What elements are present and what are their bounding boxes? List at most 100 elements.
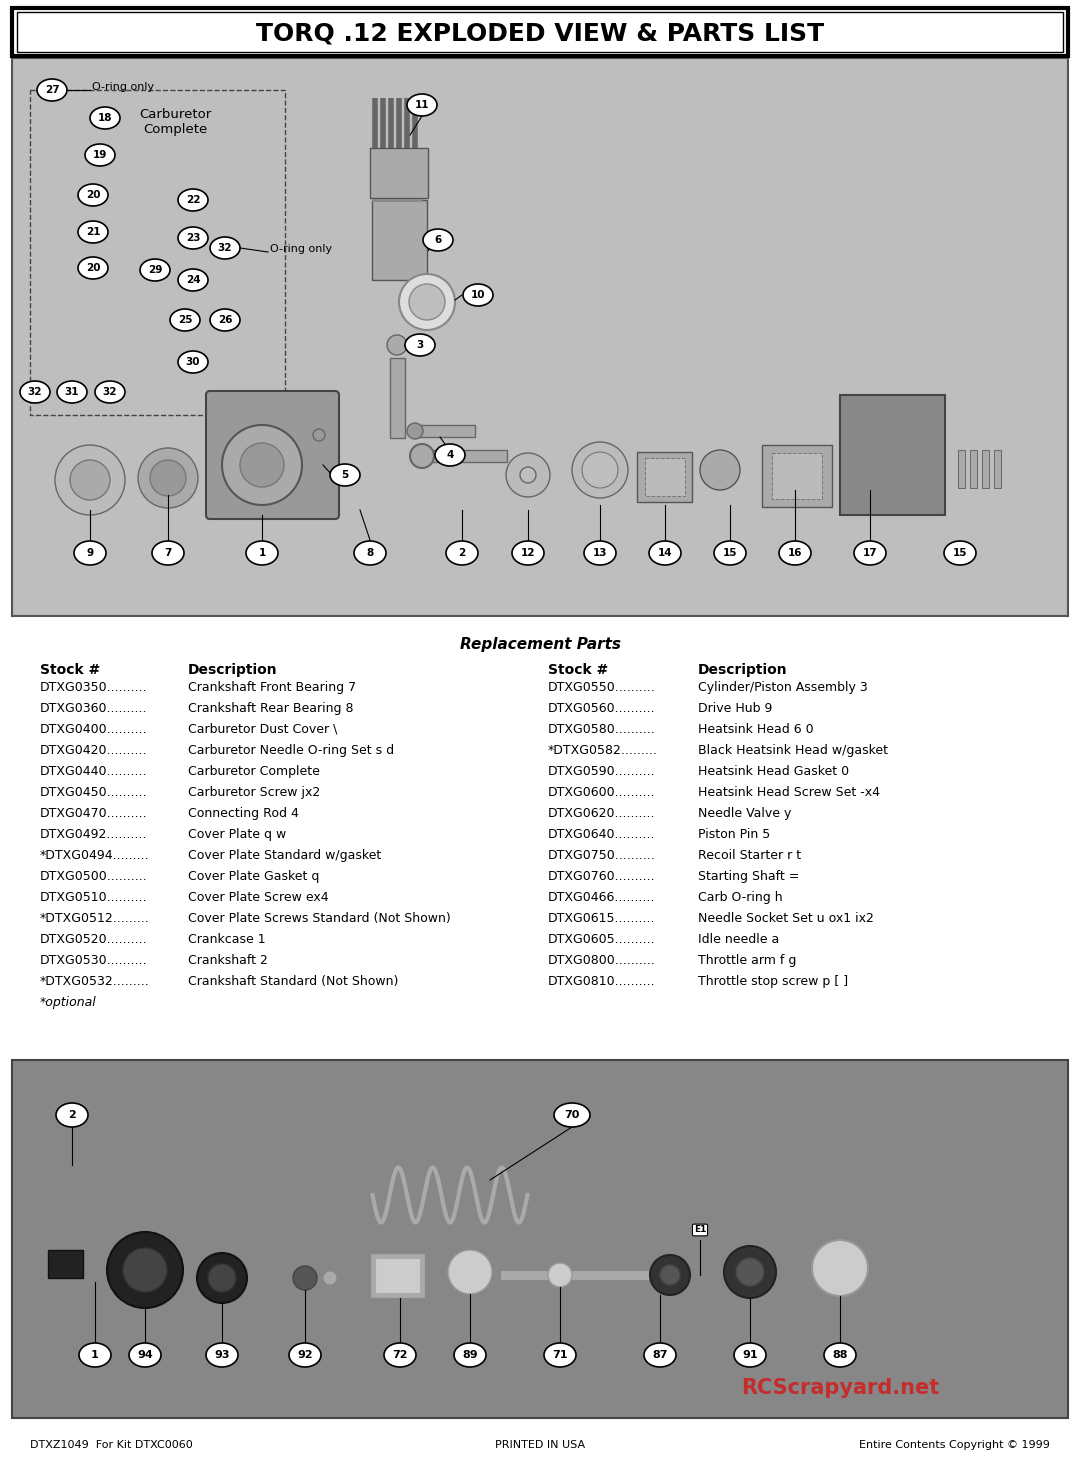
- Text: PRINTED IN USA: PRINTED IN USA: [495, 1441, 585, 1449]
- Ellipse shape: [75, 541, 106, 565]
- Text: 32: 32: [103, 387, 118, 397]
- Text: DTXG0360..........: DTXG0360..........: [40, 701, 148, 714]
- Text: DTXG0520..........: DTXG0520..........: [40, 934, 148, 947]
- Text: 20: 20: [85, 190, 100, 200]
- Text: Connecting Rod 4: Connecting Rod 4: [188, 806, 299, 820]
- Text: 31: 31: [65, 387, 79, 397]
- Text: Carburetor
Complete: Carburetor Complete: [139, 108, 211, 136]
- Text: 32: 32: [28, 387, 42, 397]
- Ellipse shape: [330, 465, 360, 487]
- Text: 17: 17: [863, 548, 877, 558]
- Ellipse shape: [178, 188, 208, 210]
- Text: O-ring only: O-ring only: [92, 82, 154, 92]
- Ellipse shape: [454, 1343, 486, 1367]
- Ellipse shape: [384, 1343, 416, 1367]
- Bar: [762, 446, 832, 507]
- Bar: [370, 148, 428, 199]
- Text: 12: 12: [521, 548, 536, 558]
- Text: Throttle arm f g: Throttle arm f g: [698, 954, 796, 967]
- Text: Stock #: Stock #: [40, 663, 100, 676]
- Bar: [422, 450, 507, 462]
- Circle shape: [222, 425, 302, 506]
- Ellipse shape: [210, 308, 240, 332]
- Text: 2: 2: [68, 1110, 76, 1121]
- Ellipse shape: [463, 283, 492, 305]
- Text: Piston Pin 5: Piston Pin 5: [698, 828, 770, 842]
- Circle shape: [410, 444, 434, 468]
- Ellipse shape: [554, 1103, 590, 1126]
- Ellipse shape: [824, 1343, 856, 1367]
- Circle shape: [812, 1240, 868, 1296]
- Circle shape: [323, 1271, 337, 1286]
- Text: DTXG0620..........: DTXG0620..........: [548, 806, 656, 820]
- Bar: [970, 450, 977, 488]
- Text: DTXG0750..........: DTXG0750..........: [548, 849, 656, 862]
- Circle shape: [700, 450, 740, 489]
- Circle shape: [572, 443, 627, 498]
- Bar: [500, 1270, 680, 1280]
- Text: Description: Description: [698, 663, 787, 676]
- Ellipse shape: [178, 226, 208, 248]
- Text: DTXG0810..........: DTXG0810..........: [548, 974, 656, 988]
- Ellipse shape: [178, 351, 208, 373]
- Text: DTXG0600..........: DTXG0600..........: [548, 786, 656, 799]
- Text: Needle Socket Set u ox1 ix2: Needle Socket Set u ox1 ix2: [698, 912, 874, 925]
- Text: O-ring only: O-ring only: [270, 244, 333, 254]
- Circle shape: [548, 1262, 572, 1287]
- Text: Cover Plate q w: Cover Plate q w: [188, 828, 286, 842]
- Bar: [994, 450, 1001, 488]
- Text: DTXG0350..........: DTXG0350..........: [40, 681, 148, 694]
- Text: *optional: *optional: [40, 996, 97, 1010]
- Text: DTXG0440..........: DTXG0440..........: [40, 766, 148, 779]
- Text: Description: Description: [188, 663, 278, 676]
- Text: DTXG0800..........: DTXG0800..........: [548, 954, 656, 967]
- Bar: [12, 7, 1068, 56]
- Circle shape: [582, 451, 618, 488]
- Ellipse shape: [57, 381, 87, 403]
- Ellipse shape: [405, 335, 435, 356]
- Text: 94: 94: [137, 1350, 153, 1360]
- Text: 15: 15: [953, 548, 968, 558]
- Text: Crankshaft 2: Crankshaft 2: [188, 954, 268, 967]
- Text: Carburetor Complete: Carburetor Complete: [188, 766, 320, 779]
- Text: DTXG0510..........: DTXG0510..........: [40, 891, 148, 904]
- Bar: [958, 450, 966, 488]
- Text: TORQ .12 EXPLODED VIEW & PARTS LIST: TORQ .12 EXPLODED VIEW & PARTS LIST: [256, 20, 824, 45]
- Circle shape: [107, 1232, 183, 1308]
- Text: 4: 4: [446, 450, 454, 460]
- Ellipse shape: [944, 541, 976, 565]
- Text: Replacement Parts: Replacement Parts: [459, 637, 621, 652]
- Text: 13: 13: [593, 548, 607, 558]
- Circle shape: [407, 424, 423, 438]
- Text: DTXG0560..........: DTXG0560..........: [548, 701, 656, 714]
- Bar: [370, 1254, 426, 1297]
- Text: DTXG0550..........: DTXG0550..........: [548, 681, 656, 694]
- Text: *DTXG0512.........: *DTXG0512.........: [40, 912, 150, 925]
- Ellipse shape: [140, 259, 170, 281]
- Ellipse shape: [56, 1103, 87, 1126]
- Ellipse shape: [246, 541, 278, 565]
- Circle shape: [55, 446, 125, 514]
- Text: DTXG0450..........: DTXG0450..........: [40, 786, 148, 799]
- Bar: [17, 12, 1063, 53]
- Text: 5: 5: [341, 470, 349, 481]
- Circle shape: [660, 1265, 680, 1286]
- Text: DTXG0420..........: DTXG0420..........: [40, 744, 148, 757]
- Bar: [390, 358, 405, 438]
- Text: 19: 19: [93, 150, 107, 161]
- Text: Entire Contents Copyright © 1999: Entire Contents Copyright © 1999: [859, 1441, 1050, 1449]
- Bar: [12, 1061, 1068, 1419]
- Text: 24: 24: [186, 275, 200, 285]
- Bar: [375, 1258, 420, 1293]
- Circle shape: [123, 1248, 167, 1292]
- Text: Heatsink Head Screw Set -x4: Heatsink Head Screw Set -x4: [698, 786, 880, 799]
- Text: 10: 10: [471, 289, 485, 300]
- Bar: [30, 91, 285, 415]
- Ellipse shape: [854, 541, 886, 565]
- Ellipse shape: [779, 541, 811, 565]
- Circle shape: [650, 1255, 690, 1294]
- Ellipse shape: [289, 1343, 321, 1367]
- Ellipse shape: [152, 541, 184, 565]
- Ellipse shape: [95, 381, 125, 403]
- Circle shape: [409, 283, 445, 320]
